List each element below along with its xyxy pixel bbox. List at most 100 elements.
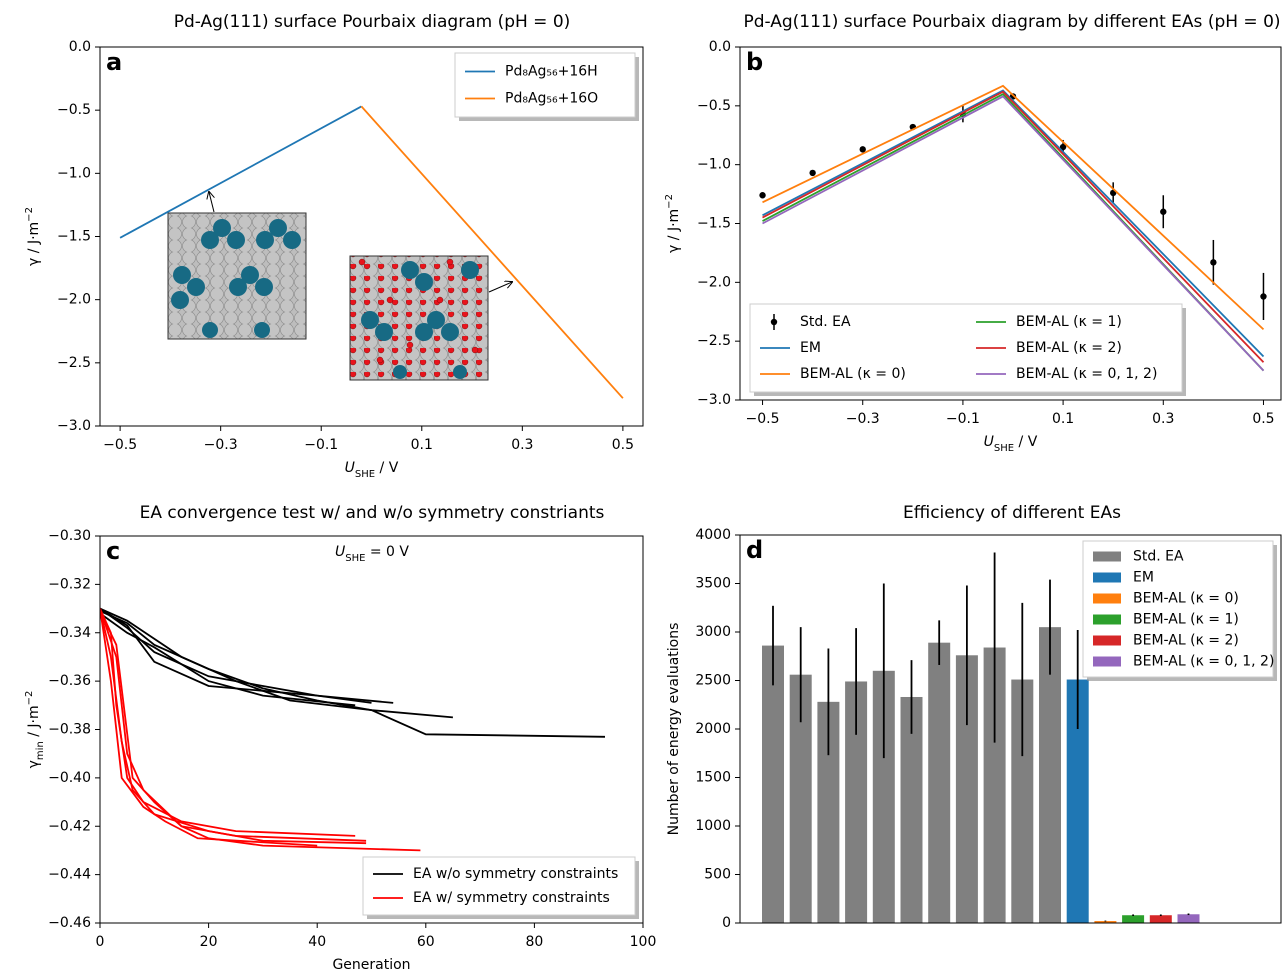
label-part: / V [1014,434,1038,450]
label-part: Number of energy evaluations [666,623,682,836]
annotation: USHE = 0 V [335,544,409,564]
bar [872,670,895,923]
run-line [100,608,356,837]
y-axis-label: γ / J·m−2 [664,194,683,253]
x-tick-label: 100 [630,934,657,950]
label-part: SHE [994,443,1014,454]
legend-label: EA w/o symmetry constraints [413,866,618,882]
x-tick-label: 0 [96,934,105,950]
label-part: γ / J·m [26,222,42,266]
label-part: γ / J·m [666,209,682,253]
series-line [762,89,1265,358]
run-line [100,607,372,704]
run-line [100,610,367,842]
panel-label: b [746,48,763,76]
y-tick-label: 500 [704,867,731,883]
legend-label: BEM-AL (κ = 2) [1016,340,1122,356]
y-tick-label: −0.30 [48,528,91,544]
label-part: −2 [664,194,675,209]
label-part: U [335,544,345,560]
y-tick-label: 2500 [695,673,731,689]
bar [983,647,1006,923]
y-tick-label: −0.38 [48,722,91,738]
y-tick-label: 0.0 [69,39,91,55]
label-part: SHE [345,553,365,564]
legend-label: EM [1133,570,1154,586]
y-tick-label: 4000 [695,527,731,543]
legend-swatch [1093,593,1121,604]
plot-area [759,84,1267,372]
chart-title: EA convergence test w/ and w/o symmetry … [140,503,605,523]
legend-label: BEM-AL (κ = 0, 1, 2) [1133,654,1274,670]
chart-title: Pd-Ag(111) surface Pourbaix diagram (pH … [174,12,571,32]
legend-label: Std. EA [800,314,851,330]
bar [1066,679,1089,923]
legend-box [454,52,636,118]
data-point [1210,259,1217,266]
data-point [859,146,866,153]
panel-label: c [106,537,120,565]
bar [1011,679,1034,923]
bar [1177,914,1200,923]
bar [789,674,812,923]
x-tick-label: 0.5 [612,437,634,453]
plot-area [762,552,1200,923]
legend-box [362,856,636,916]
y-tick-label: −0.5 [697,98,731,114]
legend-label: BEM-AL (κ = 0, 1, 2) [1016,366,1157,382]
legend: Pd₈Ag₅₆+16H Pd₈Ag₅₆+16O [454,52,639,121]
bar [955,655,978,923]
axes-frame [739,46,1282,401]
x-axis-label: USHE / V [984,434,1038,454]
y-axis-label: Number of energy evaluations [666,623,682,836]
bar [845,681,868,923]
plot-area [119,105,624,399]
axes-frame [739,534,1282,924]
label-part: SHE [355,469,375,480]
bar [817,701,840,923]
label-part: / J·m [26,705,42,741]
x-tick-label: 0.1 [411,437,433,453]
data-point [1260,293,1267,300]
y-tick-label: −2.0 [57,292,91,308]
y-tick-label: −2.0 [697,274,731,290]
inset-structure-o [349,255,512,381]
legend-swatch [1093,551,1121,562]
run-line [100,608,318,847]
bar [900,696,923,923]
y-tick-label: −1.5 [57,229,91,245]
series-line [119,105,362,239]
x-tick-label: −0.5 [746,411,780,427]
y-axis-label: γ / J·m−2 [24,207,43,266]
y-tick-label: −0.44 [48,867,91,883]
y-tick-label: −1.5 [697,216,731,232]
legend: Std. EA EM BEM-AL (κ = 0) BEM-AL (κ = 1) BEM… [749,303,1186,396]
chart-title: Efficiency of different EAs [903,503,1121,523]
bar [1149,915,1172,923]
y-tick-label: 3500 [695,576,731,592]
y-tick-label: 1000 [695,818,731,834]
y-tick-label: −3.0 [697,392,731,408]
legend-label: BEM-AL (κ = 1) [1133,612,1239,628]
bar [1122,915,1145,923]
bar [1039,627,1061,923]
series-line [360,105,624,399]
y-tick-label: −0.40 [48,770,91,786]
label-part: −2 [24,207,35,222]
x-tick-label: 0.3 [1152,411,1174,427]
x-tick-label: 40 [308,934,326,950]
legend: EA w/o symmetry constraints EA w/ symmetr… [362,856,639,919]
bar [928,642,951,923]
legend-box [749,303,1183,393]
legend-swatch [1093,656,1121,667]
label-part: min [35,741,46,760]
legend-swatch [770,318,778,326]
x-tick-label: −0.3 [204,437,238,453]
y-tick-label: −0.42 [48,818,91,834]
y-tick-label: −0.36 [48,673,91,689]
legend-swatch [1093,635,1121,646]
y-tick-label: −2.5 [57,355,91,371]
label-part: Generation [332,957,410,973]
y-tick-label: −0.46 [48,915,91,931]
bar [1094,921,1117,923]
